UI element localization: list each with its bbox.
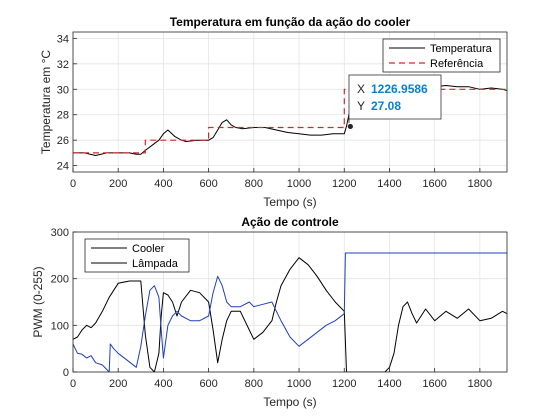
x-tick-label: 600 bbox=[199, 378, 217, 390]
y-tick-label: 100 bbox=[51, 320, 69, 332]
x-tick-label: 1800 bbox=[468, 378, 492, 390]
data-tip-marker[interactable] bbox=[347, 123, 353, 130]
legend-label-referencia: Referência bbox=[430, 58, 484, 70]
data-tip-x-label: X bbox=[357, 82, 365, 96]
data-tip-x-value: 1226.9586 bbox=[371, 82, 428, 96]
data-tip-y-label: Y bbox=[357, 99, 365, 113]
y-tick-label: 30 bbox=[57, 84, 69, 96]
series-line-lampada bbox=[73, 252, 507, 372]
x-tick-label: 400 bbox=[154, 378, 172, 390]
legend-label-cooler: Cooler bbox=[132, 243, 165, 255]
x-tick-label: 1800 bbox=[468, 178, 492, 190]
y-tick-label: 300 bbox=[51, 227, 69, 239]
control-legend-box bbox=[84, 238, 190, 273]
temperature-axes-box bbox=[72, 31, 508, 173]
x-tick-label: 1000 bbox=[287, 178, 311, 190]
control-ticks: 0 200 400 600 800 1000 1200 1400 1600 1800 0 100 200… bbox=[51, 227, 492, 390]
temperature-x-axis-label: Tempo (s) bbox=[263, 195, 316, 209]
legend-label-lampada: Lâmpada bbox=[132, 258, 179, 270]
temperature-chart: 0 200 400 600 800 1000 1200 1400 1600 1800 24 26 28 3… bbox=[39, 15, 508, 209]
data-tip: X 1226.9586 Y 27.08 bbox=[347, 74, 442, 130]
x-tick-label: 200 bbox=[109, 378, 127, 390]
series-line-cooler bbox=[73, 257, 507, 372]
temperature-legend: Temperatura Referência bbox=[382, 38, 501, 73]
x-tick-label: 800 bbox=[245, 178, 263, 190]
data-tip-y-value: 27.08 bbox=[371, 99, 401, 113]
x-tick-label: 200 bbox=[109, 178, 127, 190]
x-tick-label: 0 bbox=[70, 178, 76, 190]
control-chart: 0 200 400 600 800 1000 1200 1400 1600 1800 0 100 200… bbox=[31, 215, 508, 409]
x-tick-label: 0 bbox=[70, 378, 76, 390]
x-tick-label: 1600 bbox=[422, 178, 446, 190]
x-tick-label: 1200 bbox=[332, 178, 356, 190]
data-tip-box bbox=[348, 74, 442, 120]
x-tick-label: 400 bbox=[154, 178, 172, 190]
control-chart-title: Ação de controle bbox=[241, 215, 339, 229]
x-tick-label: 1600 bbox=[422, 378, 446, 390]
temperature-ticks: 0 200 400 600 800 1000 1200 1400 1600 1800 24 26 28 3… bbox=[57, 33, 492, 190]
y-tick-label: 34 bbox=[57, 33, 69, 45]
x-tick-label: 600 bbox=[199, 178, 217, 190]
control-lines bbox=[73, 252, 507, 372]
x-tick-label: 1400 bbox=[377, 378, 401, 390]
temperature-chart-title: Temperatura em função da ação do cooler bbox=[170, 15, 411, 29]
x-tick-label: 1200 bbox=[332, 378, 356, 390]
temperature-y-axis-label: Temperatura em °C bbox=[39, 50, 53, 155]
y-tick-label: 28 bbox=[57, 110, 69, 122]
y-tick-label: 24 bbox=[57, 161, 69, 173]
series-line-referencia bbox=[73, 88, 507, 154]
y-tick-label: 0 bbox=[63, 367, 69, 379]
x-tick-label: 1000 bbox=[287, 378, 311, 390]
temperature-legend-box bbox=[382, 38, 501, 73]
y-tick-label: 200 bbox=[51, 274, 69, 286]
control-x-axis-label: Tempo (s) bbox=[263, 395, 316, 409]
control-axes-box bbox=[72, 231, 508, 373]
control-legend: Cooler Lâmpada bbox=[84, 238, 190, 273]
y-tick-label: 32 bbox=[57, 59, 69, 71]
x-tick-label: 800 bbox=[245, 378, 263, 390]
y-tick-label: 26 bbox=[57, 135, 69, 147]
legend-label-temperatura: Temperatura bbox=[430, 43, 493, 55]
control-y-axis-label: PWM (0-255) bbox=[31, 266, 45, 337]
x-tick-label: 1400 bbox=[377, 178, 401, 190]
